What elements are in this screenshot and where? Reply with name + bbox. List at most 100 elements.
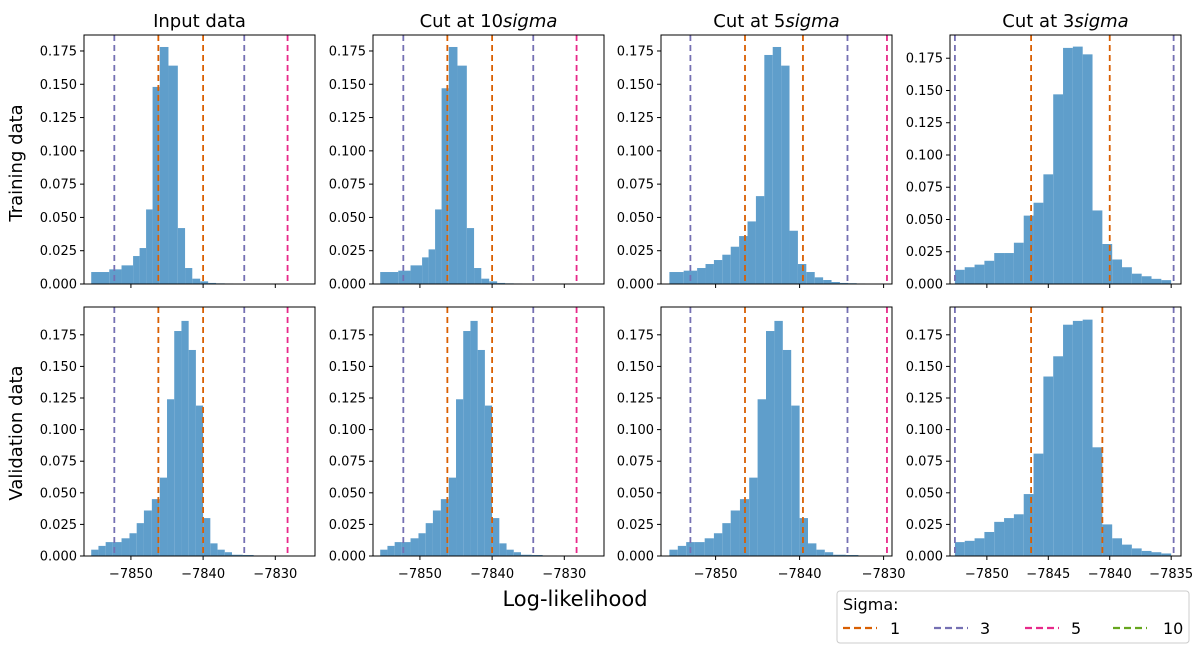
y-tick-label: 0.025 [40, 518, 77, 533]
histogram-bar [1082, 54, 1093, 284]
panel-r1c2: 0.000 0.025 0.050 0.075 0.100 0.125 0.150 0.175… [617, 306, 906, 582]
axes-frame [949, 34, 1182, 285]
histogram-bar [791, 405, 800, 556]
panel-title-text: Input data [153, 11, 246, 32]
histogram-bar [531, 554, 543, 556]
histogram-bar [839, 282, 849, 284]
histogram-bar [425, 523, 433, 556]
y-tick-label: 0.050 [906, 213, 943, 228]
histogram-bar [1141, 276, 1152, 284]
histogram-bar [1102, 244, 1113, 284]
y-tick-label: 0.150 [329, 78, 366, 93]
histogram-bar [188, 349, 196, 556]
histogram-bar [694, 542, 705, 556]
histogram-bar [98, 545, 106, 556]
panel-title: Cut at 10sigma [420, 11, 558, 32]
plot-area [669, 307, 888, 556]
x-tick-label: −7830 [253, 567, 297, 582]
y-tick-label: 0.150 [329, 360, 366, 375]
histogram-bar [1131, 548, 1142, 556]
histogram-bar [1053, 94, 1064, 284]
y-tick-label: 0.000 [329, 550, 366, 565]
histogram-bar [1033, 202, 1044, 284]
axes-frame [660, 306, 893, 557]
panel-title-italic: sigma [503, 11, 557, 32]
y-tick-label: 0.125 [329, 111, 366, 126]
y-tick-label: 0.175 [906, 52, 943, 67]
y-tick-label: 0.125 [329, 392, 366, 407]
histogram-bar [757, 399, 766, 556]
y-tick-label: 0.100 [617, 144, 654, 159]
histogram-bar [766, 331, 775, 556]
y-tick-label: 0.025 [906, 245, 943, 260]
y-tick-label: 0.125 [906, 392, 943, 407]
histogram-bar [499, 543, 507, 556]
histogram-bar [177, 228, 186, 284]
y-tick-label: 0.050 [329, 211, 366, 226]
histogram-bar [121, 538, 130, 556]
y-tick-label: 0.175 [40, 328, 77, 343]
histogram-bar [797, 264, 807, 284]
histogram-bar [824, 552, 834, 556]
y-tick-label: 0.000 [617, 278, 654, 293]
histogram-bar [224, 552, 232, 556]
histogram-bar [143, 510, 152, 556]
histogram-bar [1033, 453, 1044, 556]
histogram-bar [1131, 273, 1142, 284]
histogram-bar [782, 349, 792, 556]
plot-area [91, 35, 289, 284]
histogram-bar [139, 248, 147, 284]
y-tick-label: 0.050 [40, 486, 77, 501]
panel-title: Cut at 5sigma [713, 11, 839, 32]
y-tick-label: 0.100 [40, 423, 77, 438]
histogram-bar [492, 518, 500, 556]
legend-entry-3: 3 [934, 619, 990, 638]
histogram-bar [964, 267, 975, 284]
x-tick-label: −7850 [109, 567, 153, 582]
y-tick-label: 0.175 [906, 328, 943, 343]
histogram-bar [91, 272, 110, 284]
histogram-bar [477, 349, 485, 556]
y-tick-label: 0.100 [906, 423, 943, 438]
x-tick-label: −7830 [862, 567, 906, 582]
legend-label-3: 3 [980, 619, 990, 638]
histogram-bar [231, 554, 243, 556]
histogram-bar [380, 272, 399, 284]
histogram-bar [129, 533, 137, 556]
plot-area [954, 307, 1175, 556]
panel-title-text: Cut at 3 [1002, 11, 1074, 32]
histogram-bar [481, 278, 490, 284]
y-tick-label: 0.075 [617, 178, 654, 193]
panel-title: Cut at 3sigma [1002, 11, 1128, 32]
panel-r0c2: 0.000 0.025 0.050 0.075 0.100 0.125 0.150 0.175… [617, 11, 893, 293]
histogram-bar [705, 264, 714, 284]
histogram-bar [845, 554, 859, 556]
y-tick-label: 0.075 [40, 178, 77, 193]
histogram-bar [105, 542, 113, 556]
axes-frame [83, 34, 316, 285]
histogram-bar [109, 269, 122, 284]
histogram-bar [203, 518, 211, 556]
histogram-bar [185, 268, 193, 284]
y-tick-label: 0.125 [40, 111, 77, 126]
y-tick-label: 0.125 [906, 116, 943, 131]
histogram-bar [121, 265, 134, 284]
histogram-bar [466, 228, 475, 284]
histogram-bar [242, 554, 254, 556]
histogram-bar [401, 542, 411, 556]
row-label-training: Training data [6, 104, 27, 222]
x-tick-label: −7840 [181, 567, 225, 582]
histogram-bar [217, 549, 225, 556]
histogram-bar [954, 542, 965, 556]
y-tick-label: 0.150 [617, 78, 654, 93]
y-tick-label: 0.050 [40, 211, 77, 226]
y-tick-label: 0.075 [40, 455, 77, 470]
y-tick-label: 0.125 [40, 392, 77, 407]
y-tick-label: 0.075 [329, 455, 366, 470]
panel-r1c0: 0.000 0.025 0.050 0.075 0.100 0.125 0.150 0.175… [40, 306, 316, 582]
histogram-bar [192, 278, 201, 284]
histogram-bar [200, 281, 209, 284]
histogram-bar [974, 538, 985, 556]
plot-area [91, 307, 289, 556]
